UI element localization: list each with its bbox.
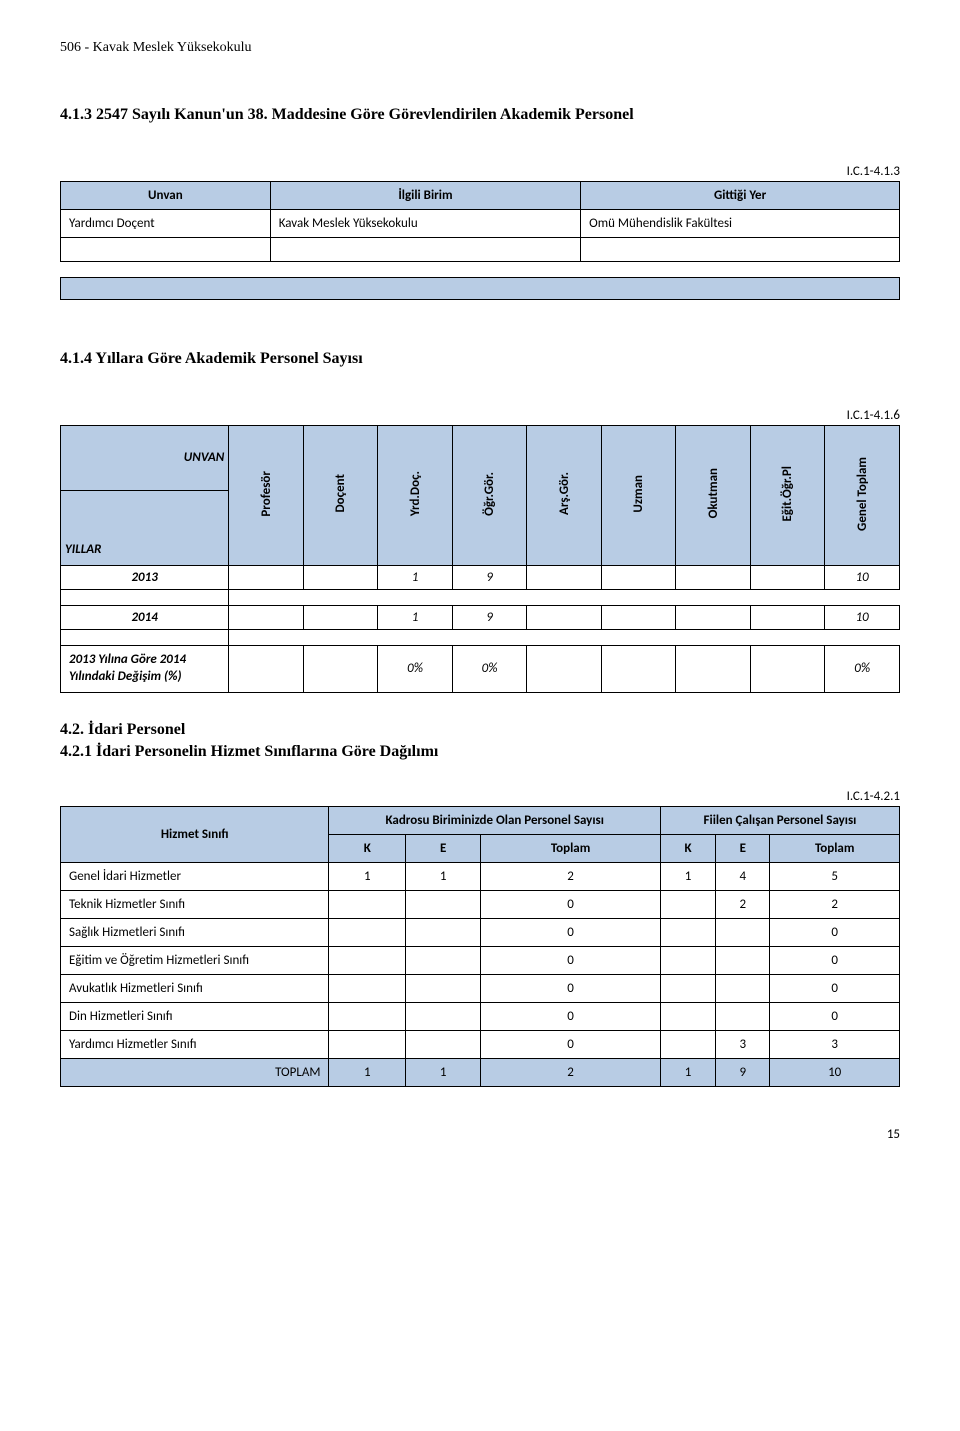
section-4-1-3-title: 4.1.3 2547 Sayılı Kanun'un 38. Maddesine… — [60, 106, 900, 124]
t3-r1-label: Teknik Hizmetler Sınıfı — [61, 890, 329, 918]
t2-row-2014-label: 2014 — [61, 606, 229, 630]
table-yillara-gore-akademik: UNVAN Profesör Doçent Yrd.Doç. Öğr.Gör. … — [60, 425, 900, 693]
section-4-2-1-title: 4.2.1 İdari Personelin Hizmet Sınıfların… — [60, 743, 900, 761]
section-4-1-4-title: 4.1.4 Yıllara Göre Akademik Personel Say… — [60, 350, 900, 368]
t3-r0-label: Genel İdari Hizmetler — [61, 862, 329, 890]
t2-col-egitogrpl: Eğit.Öğr.Pl — [780, 466, 795, 522]
t2-unvan-label: UNVAN — [61, 426, 229, 491]
t3-total-label: TOPLAM — [61, 1058, 329, 1086]
t2-row-2013-label: 2013 — [61, 566, 229, 590]
t3-r3-label: Eğitim ve Öğretim Hizmetleri Sınıfı — [61, 946, 329, 974]
section-4-2-title: 4.2. İdari Personel — [60, 721, 900, 739]
t2-col-geneltoplam: Genel Toplam — [855, 457, 870, 531]
code-4-1-6: I.C.1-4.1.6 — [60, 408, 900, 423]
t2-col-docent: Doçent — [333, 474, 348, 513]
t2-col-profesor: Profesör — [259, 471, 274, 517]
t2-col-uzman: Uzman — [631, 475, 646, 513]
t2-col-okutman: Okutman — [706, 468, 721, 518]
t2-col-yrddoc: Yrd.Doç. — [408, 471, 423, 516]
t2-col-arsgor: Arş.Gör. — [557, 472, 572, 515]
t1-col-yer: Gittiği Yer — [581, 182, 900, 210]
t1-r1-unvan: Yardımcı Doçent — [61, 210, 271, 238]
page-header: 506 - Kavak Meslek Yüksekokulu — [60, 40, 900, 56]
code-4-2-1: I.C.1-4.2.1 — [60, 789, 900, 804]
t1-r1-birim: Kavak Meslek Yüksekokulu — [270, 210, 580, 238]
table-idari-personel: Hizmet Sınıfı Kadrosu Biriminizde Olan P… — [60, 806, 900, 1087]
page-number: 15 — [60, 1127, 900, 1142]
t3-group1: Kadrosu Biriminizde Olan Personel Sayısı — [329, 806, 660, 834]
t3-rowhead: Hizmet Sınıfı — [61, 806, 329, 862]
t2-col-ogrgor: Öğr.Gör. — [482, 472, 497, 516]
t3-r4-label: Avukatlık Hizmetleri Sınıfı — [61, 974, 329, 1002]
t2-yillar-label: YILLAR — [61, 490, 229, 565]
t2-row-degisim-label: 2013 Yılına Göre 2014 Yılındaki Değişim … — [61, 646, 229, 693]
t3-group2: Fiilen Çalışan Personel Sayısı — [660, 806, 899, 834]
t3-r6-label: Yardımcı Hizmetler Sınıfı — [61, 1030, 329, 1058]
table-gorevlendirilen-personel: Unvan İlgili Birim Gittiği Yer Yardımcı … — [60, 181, 900, 300]
t1-col-birim: İlgili Birim — [270, 182, 580, 210]
t3-r5-label: Din Hizmetleri Sınıfı — [61, 1002, 329, 1030]
t1-r1-yer: Omü Mühendislik Fakültesi — [581, 210, 900, 238]
t3-r2-label: Sağlık Hizmetleri Sınıfı — [61, 918, 329, 946]
t1-col-unvan: Unvan — [61, 182, 271, 210]
code-4-1-3: I.C.1-4.1.3 — [60, 164, 900, 179]
